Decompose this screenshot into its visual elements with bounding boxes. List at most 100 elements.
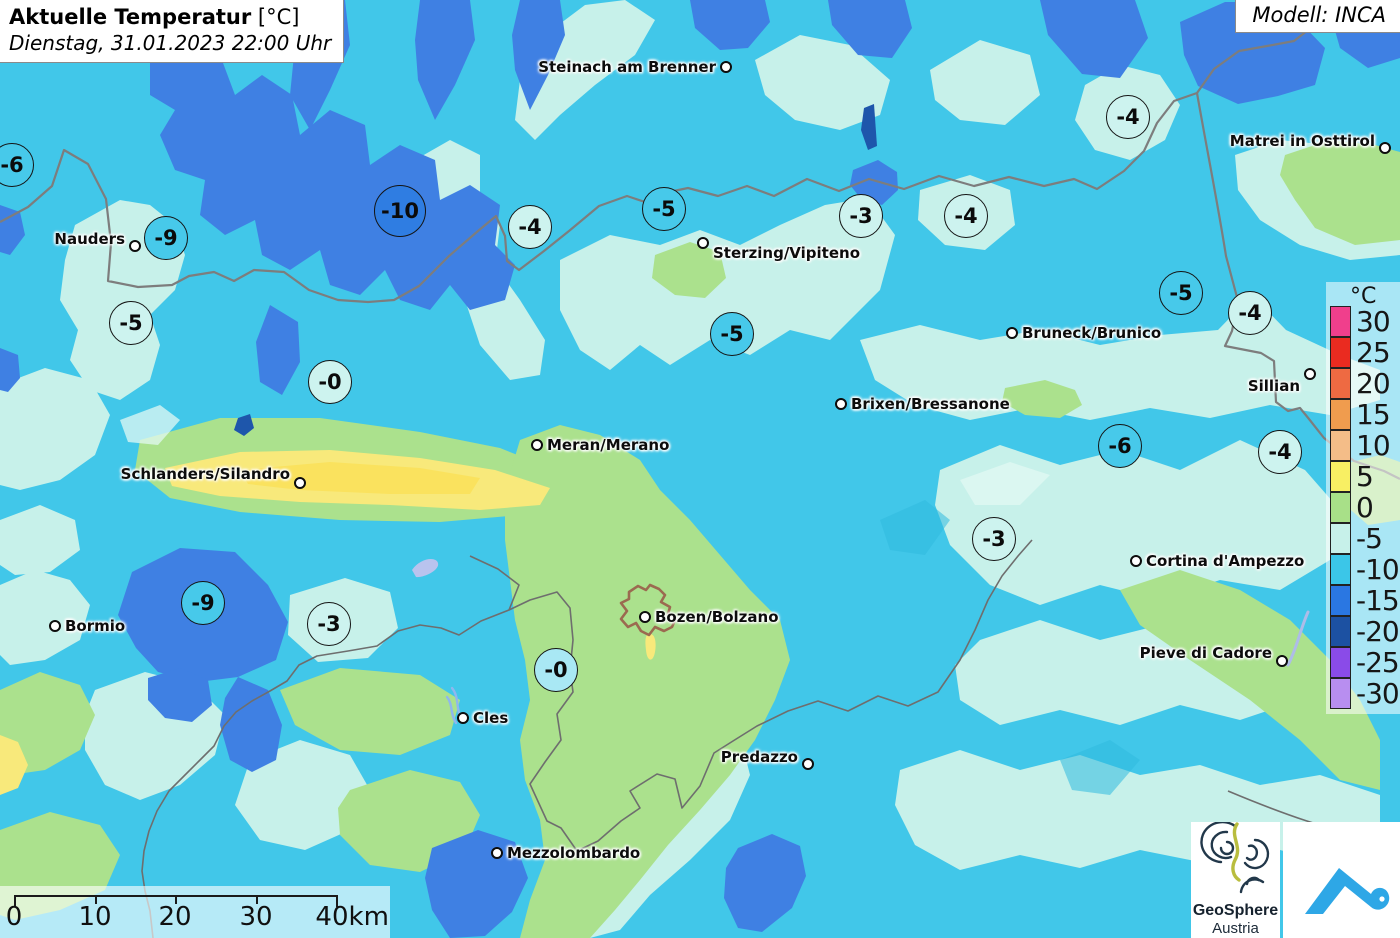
bozen-city-boundary: [619, 583, 678, 637]
temperature-bubble: -4: [944, 194, 988, 238]
city-marker: [1304, 368, 1316, 380]
temperature-bubble: -6: [0, 143, 34, 187]
legend-swatch: [1330, 398, 1351, 430]
legend-value: 5: [1356, 460, 1374, 493]
legend-entry: 5: [1326, 460, 1400, 493]
temperature-bubble: -0: [534, 648, 578, 692]
legend-entry: -30: [1326, 677, 1400, 710]
legend-swatch: [1330, 429, 1351, 461]
city-marker: [697, 237, 709, 249]
temperature-bubble: -4: [1228, 291, 1272, 335]
country-border: [0, 4, 1400, 480]
temperature-bubble: -5: [642, 187, 686, 231]
legend-value: -30: [1356, 677, 1400, 710]
legend-value: 10: [1356, 429, 1391, 462]
legend-entry: -10: [1326, 553, 1400, 586]
city-label: Bozen/Bolzano: [655, 608, 779, 626]
temperature-bubble: -9: [144, 216, 188, 260]
temperature-bubble: -3: [307, 602, 351, 646]
model-badge: Modell: INCA: [1235, 0, 1400, 33]
scale-tick-label: 40km: [315, 902, 389, 932]
temperature-bubble: -4: [1258, 430, 1302, 474]
geosphere-logo: GeoSphere Austria: [1191, 820, 1280, 938]
legend-swatch: [1330, 553, 1351, 585]
city-marker: [639, 611, 651, 623]
geosphere-sub: Austria: [1212, 920, 1259, 937]
scale-tick-label: 30: [239, 902, 273, 932]
city-marker: [491, 847, 503, 859]
temperature-bubble: -4: [508, 205, 552, 249]
legend-swatch: [1330, 677, 1351, 709]
city-marker: [457, 712, 469, 724]
page-title: Aktuelle Temperatur [°C]: [9, 5, 331, 29]
city-marker: [129, 240, 141, 252]
city-marker: [49, 620, 61, 632]
legend-swatch: [1330, 367, 1351, 399]
legend-swatch: [1330, 305, 1351, 337]
legend-value: -15: [1356, 584, 1400, 617]
legend-entry: -25: [1326, 646, 1400, 678]
geosphere-name: GeoSphere: [1192, 902, 1279, 919]
city-label: Matrei in Osttirol: [1229, 132, 1375, 150]
city-marker: [294, 477, 306, 489]
geosphere-contour-icon: [1200, 820, 1270, 894]
temperature-legend: °C 30 25 20 15 10 5 0 -5 -10 -15 -20 -25 -30: [1326, 282, 1400, 714]
legend-swatch: [1330, 646, 1351, 678]
temperature-bubble: -0: [308, 360, 352, 404]
legend-entry: 30: [1326, 305, 1400, 337]
legend-swatch: [1330, 460, 1351, 492]
city-marker: [531, 439, 543, 451]
city-marker: [835, 398, 847, 410]
map-title-box: Aktuelle Temperatur [°C] Dienstag, 31.01…: [0, 0, 345, 63]
temperature-bubble: -3: [839, 194, 883, 238]
legend-entries: 30 25 20 15 10 5 0 -5 -10 -15 -20 -25 -30: [1326, 305, 1400, 710]
legend-entry: -5: [1326, 522, 1400, 555]
legend-swatch: [1330, 615, 1351, 647]
city-label: Nauders: [54, 230, 125, 248]
title-unit: [°C]: [257, 5, 300, 29]
city-label: Schlanders/Silandro: [120, 465, 290, 483]
city-label: Predazzo: [720, 748, 798, 766]
legend-swatch: [1330, 336, 1351, 368]
scale-tick-label: 0: [5, 902, 23, 932]
city-label: Sillian: [1247, 377, 1300, 395]
legend-value: 25: [1356, 336, 1391, 369]
timestamp: Dienstag, 31.01.2023 22:00 Uhr: [9, 31, 332, 55]
city-label: Steinach am Brenner: [538, 58, 716, 76]
scale-tick: [95, 895, 98, 904]
temperature-bubble: -6: [1098, 424, 1142, 468]
legend-entry: 10: [1326, 429, 1400, 462]
legend-value: -10: [1356, 553, 1400, 586]
title-text: Aktuelle Temperatur: [9, 5, 252, 29]
legend-entry: -20: [1326, 615, 1400, 648]
map-glacier-patches: [412, 558, 439, 578]
scale-tick: [256, 895, 259, 904]
temperature-bubble: -3: [972, 517, 1016, 561]
legend-entry: 25: [1326, 336, 1400, 369]
temperature-bubble: -4: [1106, 95, 1150, 139]
city-marker: [720, 61, 732, 73]
legend-swatch: [1330, 522, 1351, 554]
legend-swatch: [1330, 491, 1351, 523]
scale-bar: 0 10 20 30 40km: [0, 886, 390, 938]
partner-logo: [1283, 822, 1400, 938]
legend-value: 20: [1356, 367, 1391, 400]
city-label: Cles: [473, 709, 509, 727]
temperature-bubble: -5: [109, 301, 153, 345]
legend-value: -20: [1356, 615, 1400, 648]
map-texture-streaks: [120, 405, 1140, 795]
city-label: Brixen/Bressanone: [851, 395, 1010, 413]
legend-value: -5: [1356, 522, 1383, 555]
city-label: Pieve di Cadore: [1139, 644, 1272, 662]
mountain-logo-icon: [1305, 868, 1390, 914]
legend-entry: 20: [1326, 367, 1400, 400]
legend-entry: -15: [1326, 584, 1400, 617]
temperature-bubble: -5: [710, 312, 754, 356]
city-marker: [1379, 142, 1391, 154]
city-label: Mezzolombardo: [507, 844, 641, 862]
legend-entry: 15: [1326, 398, 1400, 430]
temperature-bubble: -10: [374, 185, 426, 237]
city-label: Sterzing/Vipiteno: [713, 244, 861, 262]
